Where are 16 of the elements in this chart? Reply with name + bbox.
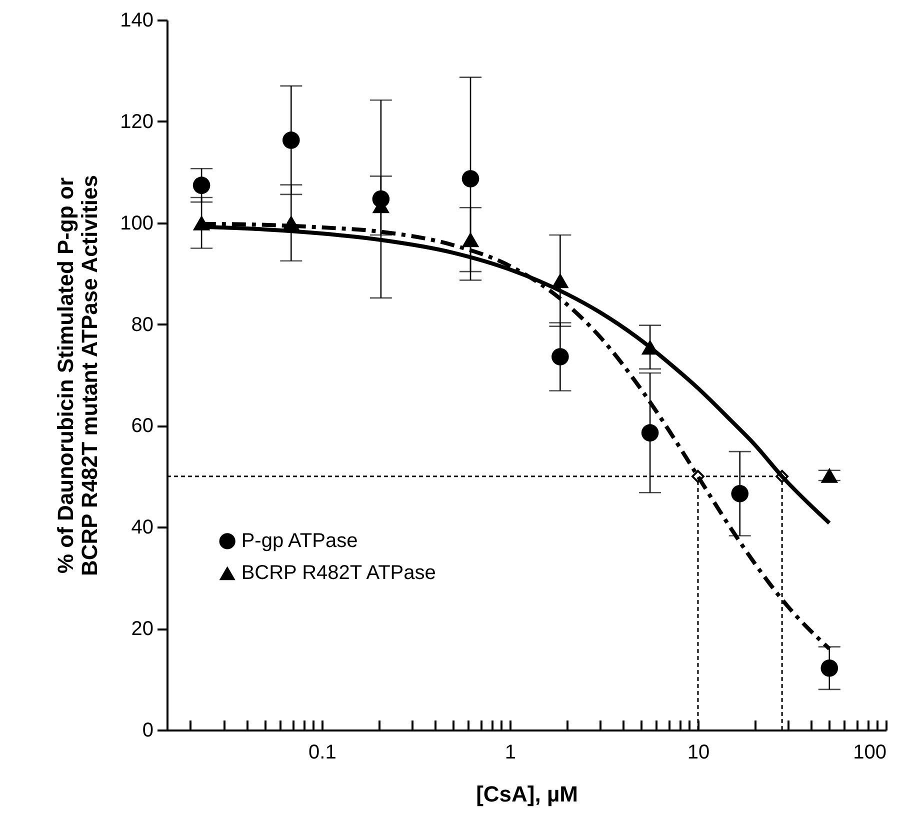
y-tick-label: 120 [120,110,154,133]
y-tick-label: 0 [142,720,154,742]
legend-label: BCRP R482T ATPase [241,562,436,584]
x-tick-label: 100 [853,742,886,764]
x-tick-label: 0.1 [308,742,336,764]
y-tick-label: 60 [131,415,154,438]
y-tick-label: 140 [120,10,154,32]
legend-label: P-gp ATPase [241,530,358,552]
y-tick-label: 80 [131,314,154,336]
y-axis-title: % of Daunorubicin Stimulated P-gp or BCRP R482T mutant ATPase Activities [53,174,102,576]
y-tick-label: 20 [131,618,154,640]
x-tick-label: 1 [504,742,516,764]
x-axis-title: [CsA], µM [476,782,578,806]
y-tick-label: 40 [131,516,154,539]
y-tick-label: 100 [120,212,154,234]
x-tick-label: 10 [687,742,710,764]
